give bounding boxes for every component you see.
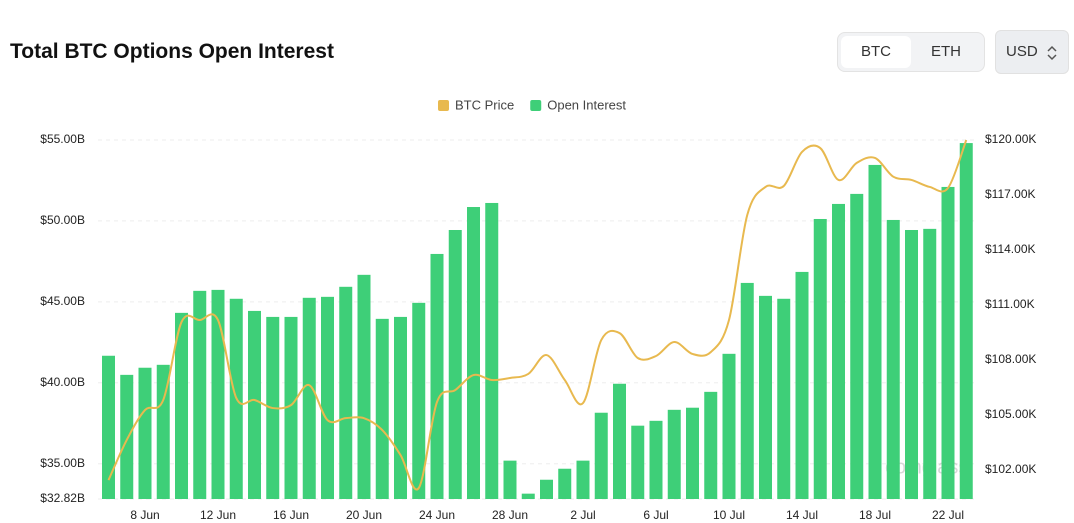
bar — [284, 316, 298, 499]
bar — [795, 271, 809, 499]
bar — [941, 186, 955, 499]
bar — [138, 367, 152, 499]
bar — [339, 286, 353, 499]
y-tick-label: $50.00B — [40, 213, 85, 227]
bar — [248, 310, 261, 499]
bar — [704, 391, 718, 499]
x-tick-label: 18 Jul — [859, 508, 891, 522]
btc-button[interactable]: BTC — [841, 36, 911, 68]
bar — [375, 318, 389, 499]
y2-tick-label: $120.00K — [985, 132, 1036, 146]
bar — [412, 302, 426, 499]
x-tick-label: 22 Jul — [932, 508, 964, 522]
y2-tick-label: $102.00K — [985, 462, 1036, 476]
y-tick-label: $45.00B — [40, 294, 85, 308]
bar — [321, 296, 334, 499]
bar — [357, 274, 371, 499]
bar — [923, 228, 937, 499]
x-tick-label: 28 Jun — [492, 508, 528, 522]
bar — [959, 143, 973, 499]
bar — [576, 460, 590, 499]
y2-tick-label: $117.00K — [985, 187, 1036, 201]
bar — [211, 289, 225, 499]
bar — [886, 219, 900, 499]
y-tick-label: $40.00B — [40, 375, 85, 389]
bar — [667, 409, 681, 499]
bar — [120, 374, 134, 499]
bar — [175, 312, 188, 499]
bar — [832, 203, 845, 500]
bar — [813, 218, 827, 499]
y2-tick-label: $114.00K — [985, 242, 1036, 256]
title: Total BTC Options Open Interest — [10, 40, 334, 63]
bar — [102, 355, 115, 499]
bar — [503, 460, 517, 499]
currency-select[interactable]: USD — [995, 30, 1069, 74]
bar — [686, 407, 699, 499]
y-tick-label: $32.82B — [40, 491, 85, 505]
eth-button[interactable]: ETH — [931, 43, 961, 60]
legend-swatch — [438, 100, 449, 111]
price-line — [107, 139, 968, 491]
bar — [430, 253, 444, 499]
y-tick-label: $55.00B — [40, 132, 85, 146]
bar — [722, 353, 736, 499]
bar — [759, 295, 772, 499]
bar — [558, 468, 572, 499]
legend-label: Open Interest — [547, 97, 626, 112]
bar — [850, 193, 864, 499]
bar — [868, 164, 882, 499]
y2-tick-label: $108.00K — [985, 352, 1036, 366]
x-tick-label: 2 Jul — [570, 508, 595, 522]
x-tick-label: 6 Jul — [643, 508, 668, 522]
bar — [631, 425, 645, 499]
y2-tick-label: $105.00K — [985, 407, 1036, 421]
bar — [485, 202, 499, 499]
x-tick-label: 12 Jun — [200, 508, 236, 522]
x-tick-label: 20 Jun — [346, 508, 382, 522]
bar — [613, 383, 626, 499]
y2-tick-label: $111.00K — [985, 297, 1035, 311]
bar — [521, 493, 535, 499]
bar — [740, 282, 754, 499]
bar — [193, 290, 207, 499]
bar — [302, 297, 316, 499]
bar — [905, 229, 918, 499]
legend-label: BTC Price — [455, 97, 514, 112]
legend-swatch — [530, 100, 542, 111]
bar — [394, 316, 407, 499]
bar — [467, 207, 480, 499]
x-tick-label: 14 Jul — [786, 508, 818, 522]
bar — [448, 229, 462, 499]
asset-toggle: BTC ETH — [837, 32, 985, 72]
x-tick-label: 8 Jun — [130, 508, 159, 522]
x-tick-label: 16 Jun — [273, 508, 309, 522]
y-tick-label: $35.00B — [40, 456, 85, 470]
bar — [594, 412, 608, 499]
bar — [156, 364, 170, 499]
x-tick-label: 10 Jul — [713, 508, 745, 522]
x-tick-label: 24 Jun — [419, 508, 455, 522]
currency: USD — [1006, 43, 1038, 60]
bar — [649, 420, 663, 499]
select-icon — [1047, 45, 1057, 61]
bar — [777, 298, 791, 499]
bar — [540, 479, 553, 499]
